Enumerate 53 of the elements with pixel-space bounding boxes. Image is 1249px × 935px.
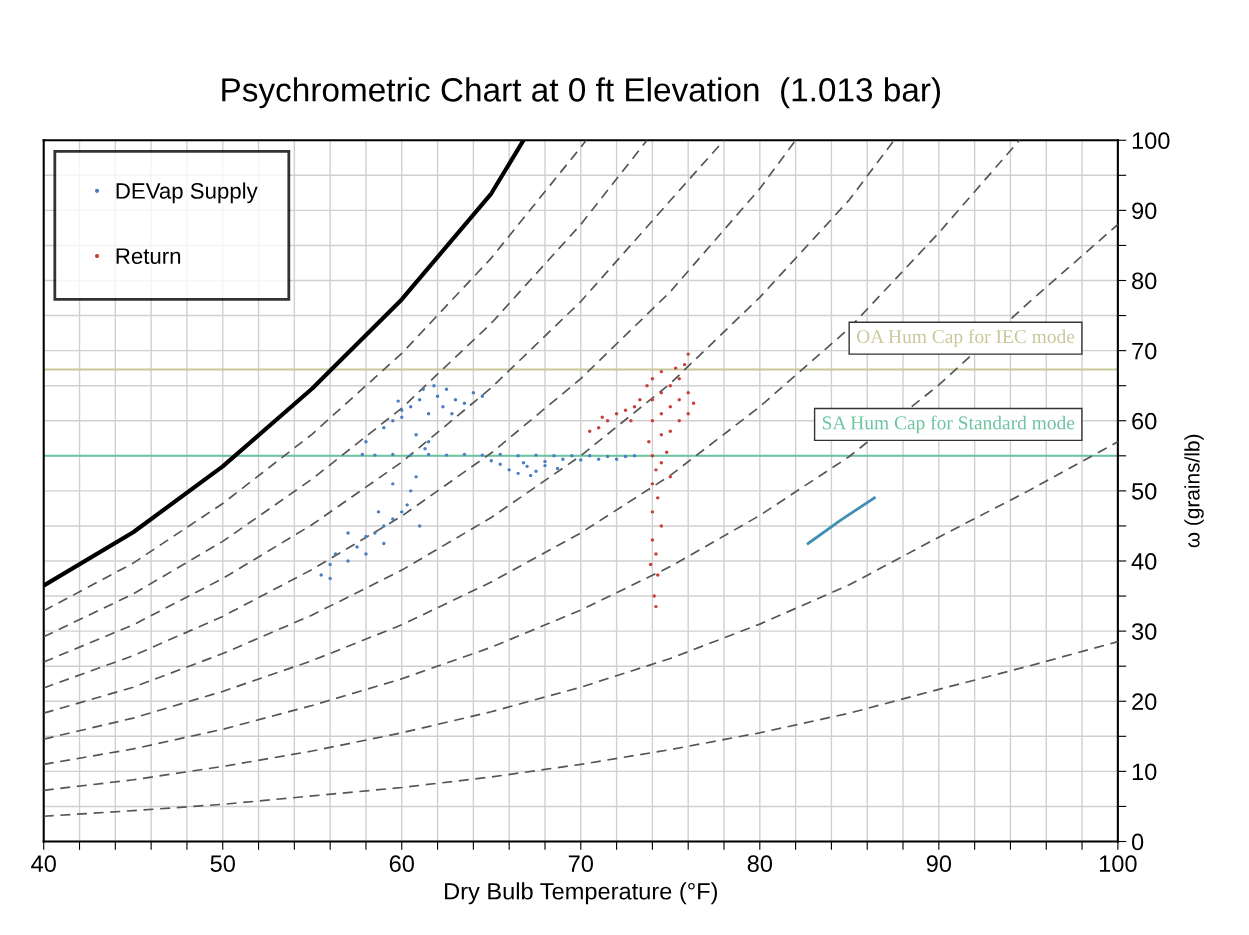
- point: [659, 369, 664, 374]
- y-tick-label: 90: [1132, 202, 1157, 220]
- x-axis-title: Dry Bulb Temperature (°F): [445, 882, 718, 905]
- point: [650, 482, 655, 486]
- point: [656, 573, 660, 577]
- legend-label: Return: [116, 248, 181, 264]
- point: [648, 562, 653, 567]
- y-tick-label: 70: [1132, 342, 1157, 360]
- point: [650, 398, 655, 402]
- point: [686, 352, 690, 356]
- x-tick-label: 90: [926, 855, 952, 873]
- y-axis-title: ω (grains/lb): [1184, 434, 1204, 548]
- point: [665, 450, 669, 455]
- y-tick-label: 30: [1131, 623, 1157, 640]
- x-tick-label: 40: [31, 855, 56, 873]
- x-tick-label: 60: [389, 855, 414, 873]
- point: [659, 391, 664, 395]
- y-tick-label: 60: [1132, 412, 1157, 430]
- line-series: [43, 440, 1118, 792]
- y-tick-label: 10: [1132, 763, 1157, 781]
- ref-line-label: SA Hum Cap for Standard mode: [822, 415, 1075, 434]
- y-tick-label: 0: [1131, 833, 1144, 851]
- y-tick-label: 40: [1131, 553, 1157, 570]
- point: [632, 405, 637, 409]
- legend-label: DEVap Supply: [116, 182, 258, 204]
- y-tick-label: 80: [1132, 272, 1157, 290]
- point: [656, 496, 660, 500]
- point: [629, 419, 633, 423]
- point: [650, 376, 655, 381]
- point: [654, 468, 658, 472]
- ref-line-label: OA Hum Cap for IEC mode: [856, 329, 1075, 348]
- y-tick-label: 50: [1131, 482, 1157, 500]
- point: [654, 552, 658, 556]
- line-series: [43, 640, 1118, 818]
- point: [638, 398, 642, 402]
- chart-title: Psychrometric Chart at 0 ft Elevation (1.013 bar): [222, 77, 940, 109]
- point: [614, 412, 619, 416]
- y-tick-label: 100: [1132, 132, 1170, 150]
- point: [623, 408, 628, 412]
- point: [659, 412, 664, 416]
- x-tick-label: 50: [210, 855, 235, 873]
- point: [682, 362, 687, 367]
- y-tick-label: 20: [1132, 693, 1157, 711]
- point: [605, 419, 610, 423]
- point: [650, 419, 655, 423]
- x-tick-label: 70: [568, 855, 593, 873]
- point: [673, 366, 678, 370]
- point: [652, 594, 656, 598]
- line-series: [43, 223, 1118, 766]
- point: [650, 510, 655, 514]
- point: [659, 524, 664, 528]
- x-tick-label: 80: [747, 855, 773, 873]
- x-tick-label: 100: [1099, 855, 1137, 873]
